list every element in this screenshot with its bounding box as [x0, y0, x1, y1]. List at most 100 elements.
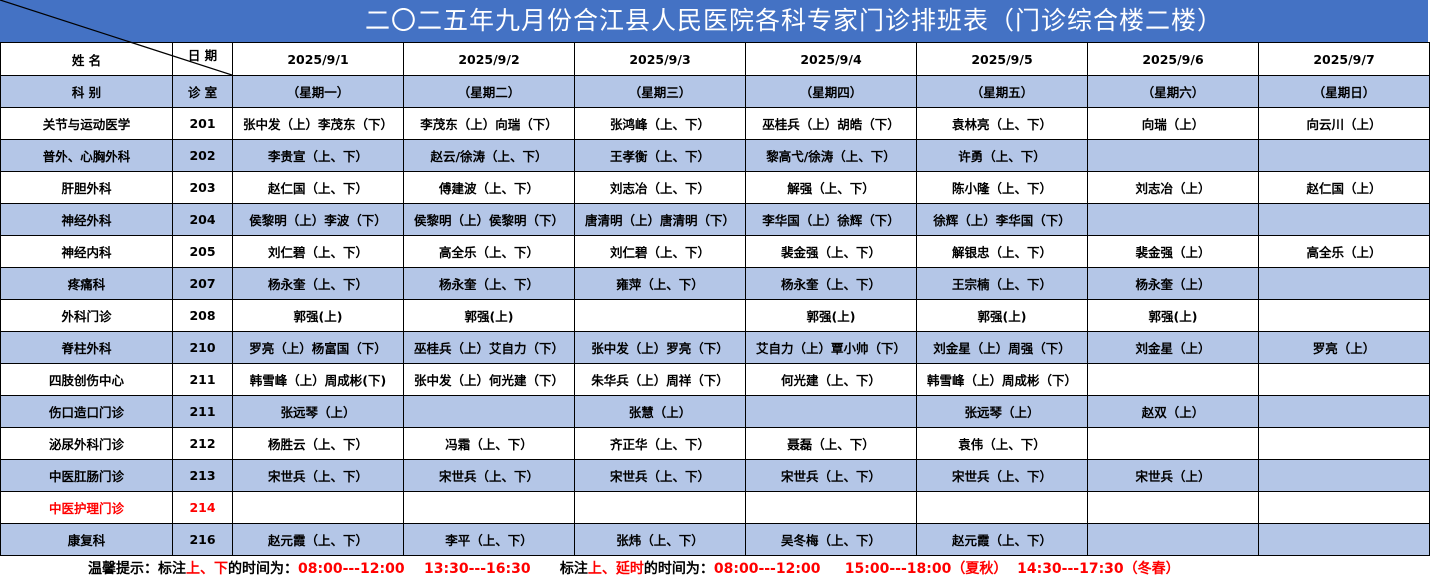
schedule-cell — [1087, 203, 1259, 236]
schedule-cell-text: 袁林亮（上、下） — [951, 117, 1052, 132]
schedule-cell-text: 宋世兵（上、下） — [438, 469, 539, 484]
room-cell: 205 — [172, 235, 233, 268]
schedule-cell-text: 王孝衡（上、下） — [609, 149, 710, 164]
schedule-cell-text: 朱华兵（上）周祥（下） — [591, 373, 729, 388]
room-cell: 208 — [172, 299, 233, 332]
room-cell-text: 205 — [189, 244, 216, 259]
schedule-cell: 刘志冶（上） — [1087, 171, 1259, 204]
schedule-cell-text: 罗亮（上）杨富国（下） — [249, 341, 387, 356]
schedule-cell-text: 张中发（上）何光建（下） — [413, 373, 564, 388]
schedule-cell-text: 杨永奎（上、下） — [780, 277, 881, 292]
date-cell: 2025/9/7 — [1258, 42, 1430, 76]
weekday-cell-text: （星期四） — [799, 85, 863, 100]
schedule-cell-text: 张慧（上） — [628, 405, 692, 420]
schedule-cell: 巫桂兵（上）艾自力（下） — [403, 331, 575, 364]
dept-cell: 中医肛肠门诊 — [0, 459, 173, 492]
dept-cell-text: 泌尿外科门诊 — [48, 437, 124, 452]
room-cell-text: 202 — [189, 148, 216, 163]
schedule-cell-text: 巫桂兵（上）胡皓（下） — [762, 117, 900, 132]
schedule-cell: 张中发（上）李茂东（下） — [232, 107, 404, 140]
date-cell-text: 2025/9/4 — [800, 51, 862, 67]
schedule-cell-text: 李贵宣（上、下） — [267, 149, 368, 164]
table-row: 肝胆外科 203 赵仁国（上、下） 傅建波（上、下） 刘志冶（上、下） 解强（上、下） 陈小… — [0, 171, 1430, 204]
schedule-cell: 雍萍（上、下） — [574, 267, 746, 300]
schedule-cell: 罗亮（上）杨富国（下） — [232, 331, 404, 364]
room-cell-text: 211 — [189, 404, 216, 419]
dept-cell-text: 中医肛肠门诊 — [48, 469, 124, 484]
schedule-cell: 解银忠（上、下） — [916, 235, 1088, 268]
dept-cell-text: 疼痛科 — [67, 277, 106, 292]
dept-cell-text: 关节与运动医学 — [42, 117, 131, 132]
date-cell: 2025/9/1 — [232, 42, 404, 76]
room-cell-text: 203 — [189, 180, 216, 195]
schedule-cell-text: 杨永奎（上、下） — [438, 277, 539, 292]
schedule-cell: 侯黎明（上）侯黎明（下） — [403, 203, 575, 236]
dept-cell-text: 普外、心胸外科 — [42, 149, 131, 164]
schedule-cell: 张鸿峰（上、下） — [574, 107, 746, 140]
date-cell: 2025/9/2 — [403, 42, 575, 76]
weekday-cell-text: （星期日） — [1312, 85, 1376, 100]
schedule-cell — [745, 491, 917, 524]
schedule-cell-text: 徐辉（上）李华国（下） — [933, 213, 1071, 228]
room-cell-text: 216 — [189, 532, 216, 547]
weekday-cell: （星期三） — [574, 75, 746, 108]
dept-header: 科 别 — [0, 75, 173, 108]
dept-cell-text: 脊柱外科 — [61, 341, 112, 356]
room-cell: 207 — [172, 267, 233, 300]
schedule-cell-text: 裴金强（上） — [1135, 245, 1211, 260]
schedule-cell: 冯霜（上、下） — [403, 427, 575, 460]
table-row: 中医护理门诊 214 — [0, 491, 1430, 524]
table-row: 疼痛科 207 杨永奎（上、下） 杨永奎（上、下） 雍萍（上、下） 杨永奎（上、下） 王宗楠… — [0, 267, 1430, 300]
schedule-cell-text: 杨永奎（上） — [1135, 277, 1211, 292]
schedule-cell — [1258, 523, 1430, 556]
schedule-cell-text: 宋世兵（上、下） — [951, 469, 1052, 484]
schedule-cell-text: 艾自力（上）覃小帅（下） — [755, 341, 906, 356]
schedule-cell — [403, 395, 575, 428]
schedule-cell-text: 刘金星（上） — [1135, 341, 1211, 356]
schedule-cell — [1258, 299, 1430, 332]
schedule-cell: 刘金星（上） — [1087, 331, 1259, 364]
schedule-cell-text: 刘仁碧（上、下） — [267, 245, 368, 260]
schedule-cell: 杨永奎（上、下） — [745, 267, 917, 300]
schedule-cell-text: 韩雪峰（上）周成彬（下） — [926, 373, 1077, 388]
dept-cell: 四肢创伤中心 — [0, 363, 173, 396]
schedule-cell-text: 侯黎明（上）侯黎明（下） — [413, 213, 564, 228]
schedule-cell: 黎高弋/徐涛（上、下） — [745, 139, 917, 172]
schedule-cell-text: 宋世兵（上、下） — [780, 469, 881, 484]
schedule-cell: 宋世兵（上、下） — [745, 459, 917, 492]
weekday-cell: （星期日） — [1258, 75, 1430, 108]
room-cell-text: 211 — [189, 372, 216, 387]
schedule-cell-text: 向云川（上） — [1306, 117, 1382, 132]
schedule-cell: 巫桂兵（上）胡皓（下） — [745, 107, 917, 140]
schedule-cell: 朱华兵（上）周祥（下） — [574, 363, 746, 396]
schedule-cell: 许勇（上、下） — [916, 139, 1088, 172]
schedule-cell: 向瑞（上） — [1087, 107, 1259, 140]
dept-cell-text: 四肢创伤中心 — [48, 373, 124, 388]
schedule-cell — [1258, 427, 1430, 460]
dept-cell: 泌尿外科门诊 — [0, 427, 173, 460]
schedule-cell — [1087, 363, 1259, 396]
schedule-cell — [232, 491, 404, 524]
dept-cell-text: 肝胆外科 — [61, 181, 112, 196]
schedule-cell-text: 郭强(上) — [464, 309, 514, 324]
date-header-text: 日 期 — [187, 48, 218, 63]
room-cell: 204 — [172, 203, 233, 236]
schedule-cell — [1087, 139, 1259, 172]
room-cell-text: 207 — [189, 276, 216, 291]
schedule-cell: 李茂东（上）向瑞（下） — [403, 107, 575, 140]
table-row: 普外、心胸外科 202 李贵宣（上、下） 赵云/徐涛（上、下） 王孝衡（上、下） 黎高弋/… — [0, 139, 1430, 172]
schedule-cell: 韩雪峰（上）周成彬（下） — [916, 363, 1088, 396]
schedule-cell: 刘仁碧（上、下） — [232, 235, 404, 268]
schedule-cell — [1258, 203, 1430, 236]
schedule-cell — [916, 491, 1088, 524]
schedule-cell: 宋世兵（上） — [1087, 459, 1259, 492]
weekday-cell: （星期六） — [1087, 75, 1259, 108]
table-row: 脊柱外科 210 罗亮（上）杨富国（下） 巫桂兵（上）艾自力（下） 张中发（上）罗亮（下… — [0, 331, 1430, 364]
room-cell: 213 — [172, 459, 233, 492]
schedule-cell: 宋世兵（上、下） — [403, 459, 575, 492]
dept-cell-text: 伤口造口门诊 — [48, 405, 124, 420]
footer-text: 的时间为： — [228, 561, 298, 577]
weekday-cell-text: （星期五） — [970, 85, 1034, 100]
schedule-cell: 宋世兵（上、下） — [916, 459, 1088, 492]
schedule-cell — [403, 491, 575, 524]
